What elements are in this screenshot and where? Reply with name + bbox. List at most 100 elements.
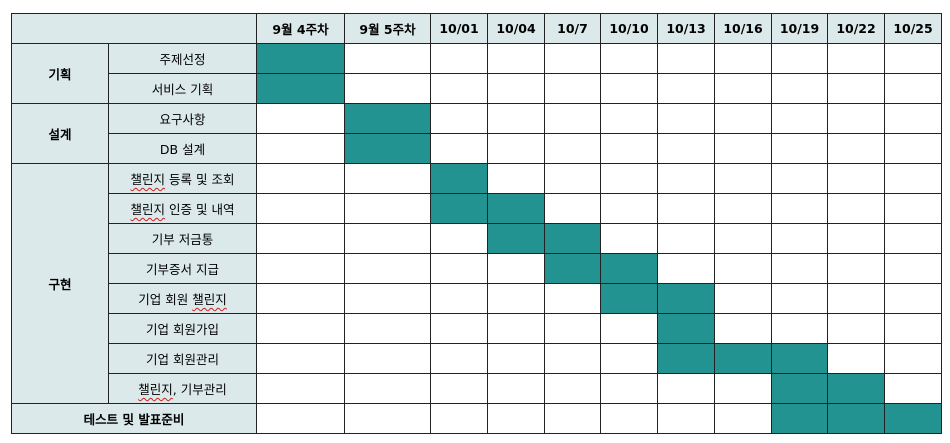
schedule-empty-cell [714, 313, 772, 344]
schedule-empty-cell [487, 373, 545, 404]
schedule-empty-cell [544, 403, 601, 434]
schedule-empty-cell [884, 253, 942, 284]
schedule-bar-cell [771, 343, 828, 374]
schedule-empty-cell [884, 103, 942, 134]
schedule-bar-cell [544, 223, 601, 254]
schedule-empty-cell [827, 283, 885, 314]
schedule-empty-cell [714, 403, 772, 434]
schedule-empty-cell [884, 223, 942, 254]
task-row: 기획 주제선정 [11, 43, 942, 104]
schedule-empty-cell [344, 373, 431, 404]
schedule-empty-cell [884, 43, 942, 74]
schedule-empty-cell [544, 163, 601, 194]
task-row: 기업 회원가입 [12, 313, 942, 344]
phase-label: 설계 [11, 103, 109, 164]
schedule-empty-cell [344, 253, 431, 284]
schedule-bar-cell [657, 343, 715, 374]
schedule-empty-cell [771, 73, 828, 104]
schedule-empty-cell [344, 193, 431, 224]
schedule-bar-cell [430, 163, 488, 194]
task-label-text: 기업 회원관리 [146, 352, 219, 367]
task-label: 챌린지 등록 및 조회 [108, 163, 257, 194]
schedule-empty-cell [771, 223, 828, 254]
schedule-empty-cell [714, 103, 772, 134]
schedule-empty-cell [771, 133, 828, 164]
schedule-bar-cell [430, 193, 488, 224]
week-column-header: 9월 4주차 [256, 13, 345, 44]
schedule-bar-cell [600, 253, 658, 284]
phase-label: 구현 [11, 163, 109, 404]
schedule-empty-cell [487, 403, 545, 434]
schedule-empty-cell [884, 73, 942, 104]
schedule-empty-cell [714, 373, 772, 404]
schedule-empty-cell [884, 163, 942, 194]
phase-label: 기획 [11, 43, 109, 104]
schedule-bar-cell [487, 223, 545, 254]
schedule-empty-cell [771, 253, 828, 284]
schedule-empty-cell [344, 403, 431, 434]
schedule-empty-cell [430, 403, 488, 434]
schedule-empty-cell [884, 313, 942, 344]
schedule-empty-cell [344, 73, 431, 104]
task-label-text: 주제선정 [159, 52, 206, 67]
schedule-empty-cell [714, 43, 772, 74]
schedule-empty-cell [657, 253, 715, 284]
task-label-misspelled-word: 챌린지 [130, 202, 166, 217]
schedule-bar-cell [600, 283, 658, 314]
schedule-empty-cell [256, 253, 345, 284]
task-row: 기부 저금통 [12, 223, 942, 254]
schedule-empty-cell [256, 133, 345, 164]
schedule-empty-cell [657, 133, 715, 164]
gantt-schedule-table: 9월 4주차 9월 5주차 10/01 10/04 10/7 10/10 10/13 10/1… [11, 13, 942, 434]
schedule-empty-cell [256, 403, 345, 434]
schedule-empty-cell [600, 193, 658, 224]
schedule-bar-cell [657, 283, 715, 314]
schedule-empty-cell [487, 253, 545, 284]
task-row: 챌린지 인증 및 내역 [12, 193, 942, 224]
schedule-empty-cell [827, 163, 885, 194]
schedule-bar-cell [487, 193, 545, 224]
schedule-empty-cell [827, 223, 885, 254]
schedule-empty-cell [600, 373, 658, 404]
schedule-empty-cell [657, 43, 715, 74]
schedule-empty-cell [544, 73, 601, 104]
schedule-empty-cell [657, 73, 715, 104]
schedule-empty-cell [600, 403, 658, 434]
schedule-empty-cell [884, 343, 942, 374]
task-label: 기부증서 지급 [108, 253, 257, 284]
schedule-empty-cell [544, 283, 601, 314]
schedule-empty-cell [256, 283, 345, 314]
task-label: DB 설계 [108, 133, 257, 164]
week-column-header: 10/10 [600, 13, 658, 44]
task-label: 챌린지, 기부관리 [108, 373, 257, 404]
schedule-empty-cell [487, 283, 545, 314]
schedule-empty-cell [487, 43, 545, 74]
schedule-bar-cell [544, 253, 601, 284]
schedule-empty-cell [430, 253, 488, 284]
schedule-empty-cell [344, 283, 431, 314]
schedule-bar-cell [344, 103, 431, 134]
schedule-empty-cell [771, 313, 828, 344]
schedule-empty-cell [430, 73, 488, 104]
schedule-empty-cell [344, 313, 431, 344]
schedule-bar-cell [827, 403, 885, 434]
phase-label: 테스트 및 발표준비 [11, 403, 257, 434]
schedule-bar-cell [714, 343, 772, 374]
schedule-empty-cell [771, 193, 828, 224]
schedule-empty-cell [256, 343, 345, 374]
schedule-empty-cell [714, 253, 772, 284]
schedule-empty-cell [884, 133, 942, 164]
task-label: 요구사항 [108, 103, 257, 134]
schedule-empty-cell [600, 163, 658, 194]
task-label-text: DB 설계 [159, 142, 206, 157]
schedule-empty-cell [657, 373, 715, 404]
task-label-misspelled-word: 챌린지 [138, 382, 173, 397]
task-label-text: 기업 회원 [138, 292, 193, 307]
schedule-bar-cell [884, 403, 942, 434]
task-label-text: 인증 및 내역 [165, 202, 235, 217]
schedule-empty-cell [544, 373, 601, 404]
task-label: 기업 회원관리 [108, 343, 257, 374]
schedule-empty-cell [600, 223, 658, 254]
task-row: 서비스 기획 [12, 73, 942, 104]
